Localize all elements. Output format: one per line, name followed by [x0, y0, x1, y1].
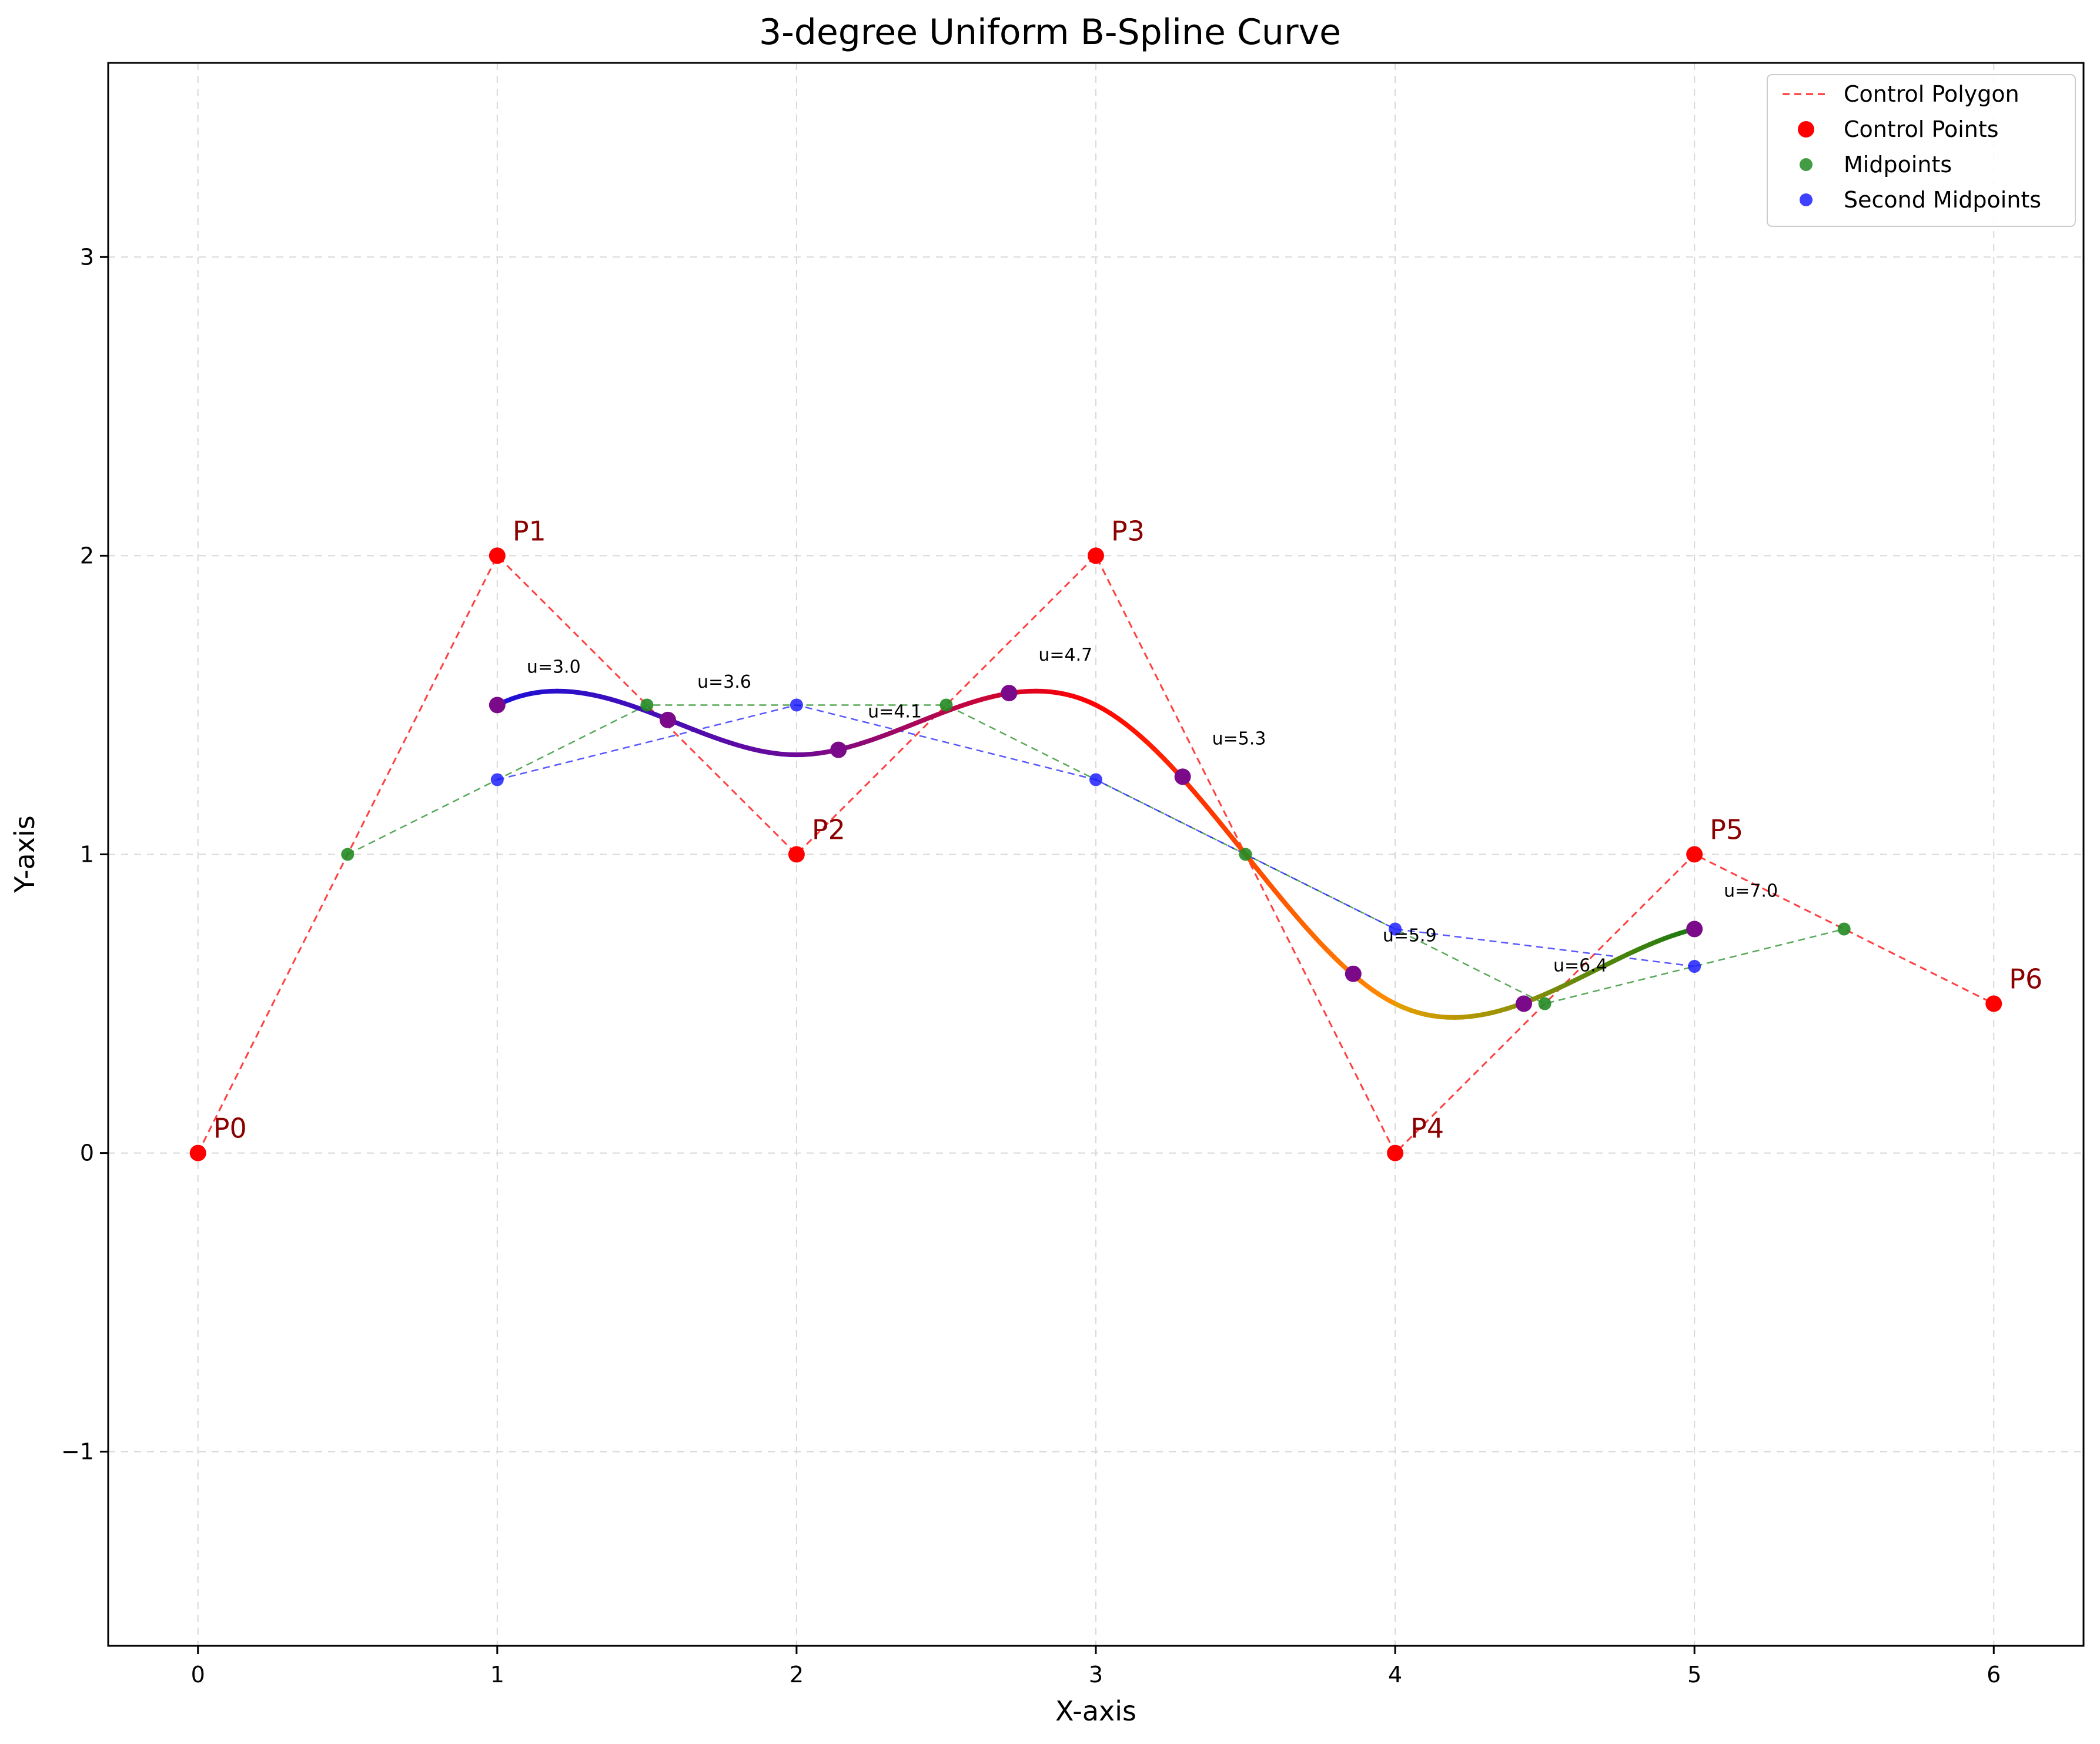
control-point-marker	[1088, 547, 1104, 564]
data-points	[189, 547, 2002, 1161]
chart-title: 3-degree Uniform B-Spline Curve	[759, 12, 1341, 53]
parameter-label: u=6.4	[1553, 956, 1607, 976]
second-midpoint-marker	[790, 698, 803, 712]
x-tick-label: 2	[790, 1662, 804, 1688]
legend-marker-swatch	[1800, 158, 1813, 171]
parameter-label: u=3.0	[527, 657, 581, 677]
legend-label: Midpoints	[1844, 152, 1952, 178]
legend-box	[1767, 74, 2076, 227]
second-midpoint-polyline	[497, 704, 1695, 968]
control-point-marker	[1387, 1144, 1404, 1161]
parameter-point-marker	[489, 697, 506, 714]
legend-marker-swatch	[1800, 193, 1813, 206]
grid-lines	[108, 63, 2084, 1646]
control-point-marker	[189, 1144, 206, 1161]
midpoint-marker	[1239, 848, 1252, 861]
legend-label: Control Points	[1844, 116, 1999, 142]
legend-label: Second Midpoints	[1844, 187, 2041, 213]
parameter-point-marker	[1174, 768, 1191, 785]
x-tick-label: 6	[1987, 1662, 2001, 1688]
parameter-point-marker	[1345, 965, 1362, 982]
parameter-point-marker	[660, 711, 676, 728]
x-tick-label: 5	[1687, 1662, 1701, 1688]
control-point-marker	[1985, 995, 2002, 1012]
control-point-label: P1	[513, 515, 546, 547]
control-point-label: P0	[213, 1113, 247, 1144]
parameter-point-marker	[830, 741, 847, 758]
y-tick-label: −1	[61, 1439, 94, 1465]
control-point-label: P6	[2009, 963, 2042, 995]
control-point-label: P5	[1710, 814, 1743, 846]
y-tick-label: 0	[80, 1140, 94, 1166]
x-tick-label: 1	[490, 1662, 504, 1688]
y-axis-label: Y-axis	[9, 815, 41, 893]
parameter-label: u=5.3	[1212, 728, 1266, 749]
parameter-label: u=7.0	[1724, 881, 1778, 902]
x-tick-label: 4	[1388, 1662, 1402, 1688]
control-point-label: P4	[1410, 1113, 1444, 1144]
parameter-label: u=4.1	[868, 702, 922, 722]
legend-marker-swatch	[1798, 121, 1814, 138]
second-midpoint-marker	[1089, 773, 1102, 786]
second-midpoint-marker	[1688, 960, 1701, 973]
midpoint-marker	[939, 698, 953, 712]
y-tick-label: 2	[80, 543, 94, 568]
second-midpoint-marker	[490, 773, 504, 786]
parameter-label: u=3.6	[697, 672, 751, 692]
x-axis-label: X-axis	[1055, 1695, 1136, 1727]
control-point-label: P2	[812, 814, 845, 846]
control-point-label: P3	[1111, 515, 1145, 547]
parameter-point-marker	[1686, 920, 1703, 938]
control-point-marker	[489, 547, 506, 564]
axis-ticks: 0 1 2 3 4 5 6 −1 0 1 2 3	[61, 244, 2001, 1688]
midpoint-marker	[341, 848, 355, 861]
y-tick-label: 1	[80, 842, 94, 868]
parameter-label: u=4.7	[1038, 645, 1092, 665]
midpoint-marker	[1837, 922, 1851, 936]
parameter-point-marker	[1001, 685, 1018, 702]
midpoint-marker	[640, 698, 654, 712]
legend-label: Control Polygon	[1844, 81, 2019, 107]
point-labels: u=3.0 u=3.6 u=4.1 u=4.7 u=5.3 u=5.9 u=6.4 u=7.0…	[213, 515, 2043, 1144]
control-point-marker	[788, 846, 805, 863]
parameter-point-marker	[1516, 995, 1532, 1012]
x-tick-label: 3	[1089, 1662, 1103, 1688]
midpoint-marker	[1538, 997, 1551, 1010]
y-tick-label: 3	[80, 244, 94, 270]
parameter-label: u=5.9	[1383, 926, 1437, 946]
second-midpoint-marker	[1389, 922, 1402, 936]
control-point-marker	[1686, 846, 1703, 863]
x-tick-label: 0	[191, 1662, 205, 1688]
legend: Control Polygon Control Points Midpoints Se…	[1767, 74, 2076, 227]
